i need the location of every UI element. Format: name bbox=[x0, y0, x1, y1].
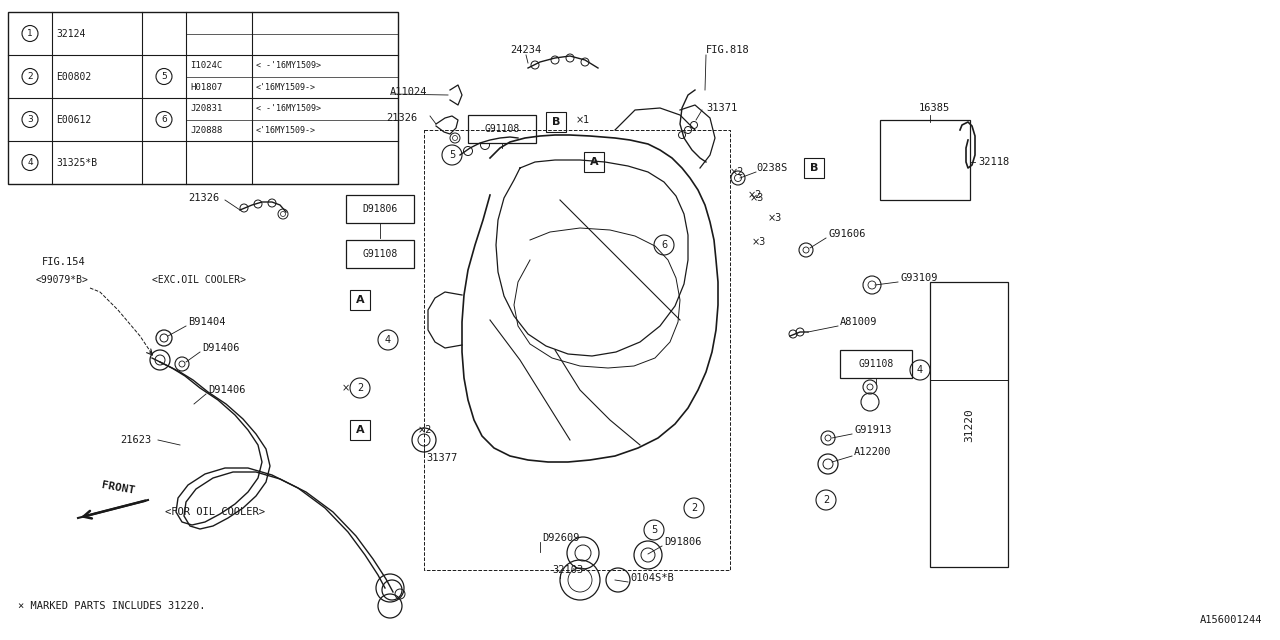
Text: 31371: 31371 bbox=[707, 103, 737, 113]
Text: FIG.818: FIG.818 bbox=[707, 45, 750, 55]
Text: 2: 2 bbox=[27, 72, 33, 81]
Text: D91806: D91806 bbox=[664, 537, 701, 547]
Text: E00612: E00612 bbox=[56, 115, 91, 125]
Text: 16385: 16385 bbox=[918, 103, 950, 113]
FancyBboxPatch shape bbox=[584, 152, 604, 172]
Text: 32124: 32124 bbox=[56, 29, 86, 38]
Text: B: B bbox=[810, 163, 818, 173]
Text: D91406: D91406 bbox=[209, 385, 246, 395]
Text: 4: 4 bbox=[385, 335, 392, 345]
Text: 4: 4 bbox=[916, 365, 923, 375]
Text: 5: 5 bbox=[650, 525, 657, 535]
Text: <FOR OIL COOLER>: <FOR OIL COOLER> bbox=[165, 507, 265, 517]
Text: G91108: G91108 bbox=[859, 359, 893, 369]
Text: 0104S*B: 0104S*B bbox=[630, 573, 673, 583]
Text: ×1: ×1 bbox=[576, 115, 590, 125]
FancyBboxPatch shape bbox=[8, 12, 398, 184]
Text: J20831: J20831 bbox=[189, 104, 223, 113]
Text: I1024C: I1024C bbox=[189, 61, 223, 70]
Text: A156001244: A156001244 bbox=[1199, 615, 1262, 625]
Text: 32103: 32103 bbox=[552, 565, 584, 575]
Text: 31220: 31220 bbox=[964, 408, 974, 442]
Text: D91406: D91406 bbox=[202, 343, 239, 353]
Text: 1: 1 bbox=[27, 29, 33, 38]
Text: A: A bbox=[356, 295, 365, 305]
Text: 32118: 32118 bbox=[978, 157, 1009, 167]
Text: ×: × bbox=[342, 383, 349, 393]
Text: A: A bbox=[356, 425, 365, 435]
Text: <'16MY1509->: <'16MY1509-> bbox=[256, 125, 316, 135]
FancyBboxPatch shape bbox=[804, 158, 824, 178]
Text: H01807: H01807 bbox=[189, 83, 223, 92]
Text: 21326: 21326 bbox=[188, 193, 219, 203]
Text: 4: 4 bbox=[27, 158, 33, 167]
Text: 5: 5 bbox=[449, 150, 456, 160]
Text: D92609: D92609 bbox=[541, 533, 580, 543]
Text: A81009: A81009 bbox=[840, 317, 878, 327]
Text: G91606: G91606 bbox=[828, 229, 865, 239]
FancyBboxPatch shape bbox=[840, 350, 913, 378]
Text: G93109: G93109 bbox=[900, 273, 937, 283]
Text: 2: 2 bbox=[357, 383, 364, 393]
Text: <'16MY1509->: <'16MY1509-> bbox=[256, 83, 316, 92]
FancyBboxPatch shape bbox=[346, 195, 413, 223]
Text: B: B bbox=[552, 117, 561, 127]
Text: < -'16MY1509>: < -'16MY1509> bbox=[256, 61, 321, 70]
Text: < -'16MY1509>: < -'16MY1509> bbox=[256, 104, 321, 113]
Text: E00802: E00802 bbox=[56, 72, 91, 81]
Text: G91913: G91913 bbox=[854, 425, 891, 435]
Text: 6: 6 bbox=[660, 240, 667, 250]
Text: A12200: A12200 bbox=[854, 447, 891, 457]
Text: 2: 2 bbox=[823, 495, 829, 505]
Text: ×2: ×2 bbox=[748, 190, 763, 200]
Text: 6: 6 bbox=[161, 115, 166, 124]
Text: 31325*B: 31325*B bbox=[56, 157, 97, 168]
Text: B91404: B91404 bbox=[188, 317, 225, 327]
Text: ×2: ×2 bbox=[730, 167, 745, 177]
Text: 3: 3 bbox=[27, 115, 33, 124]
Text: G91108: G91108 bbox=[484, 124, 520, 134]
FancyBboxPatch shape bbox=[547, 112, 566, 132]
Text: A11024: A11024 bbox=[390, 87, 428, 97]
Text: × MARKED PARTS INCLUDES 31220.: × MARKED PARTS INCLUDES 31220. bbox=[18, 601, 206, 611]
Text: ×3: ×3 bbox=[768, 213, 782, 223]
Text: <EXC.OIL COOLER>: <EXC.OIL COOLER> bbox=[152, 275, 246, 285]
Text: 5: 5 bbox=[161, 72, 166, 81]
Text: 21623: 21623 bbox=[120, 435, 151, 445]
Text: 2: 2 bbox=[691, 503, 698, 513]
Text: FRONT: FRONT bbox=[101, 480, 136, 496]
FancyBboxPatch shape bbox=[931, 282, 1009, 567]
Text: ×2: ×2 bbox=[419, 425, 433, 435]
Text: 31377: 31377 bbox=[426, 453, 457, 463]
Text: 24234: 24234 bbox=[511, 45, 541, 55]
FancyBboxPatch shape bbox=[468, 115, 536, 143]
Text: D91806: D91806 bbox=[362, 204, 398, 214]
FancyBboxPatch shape bbox=[349, 290, 370, 310]
FancyBboxPatch shape bbox=[346, 240, 413, 268]
Text: <99079*B>: <99079*B> bbox=[36, 275, 88, 285]
Text: 0238S: 0238S bbox=[756, 163, 787, 173]
FancyBboxPatch shape bbox=[881, 120, 970, 200]
Text: 21326: 21326 bbox=[387, 113, 417, 123]
Text: FIG.154: FIG.154 bbox=[42, 257, 86, 267]
FancyBboxPatch shape bbox=[349, 420, 370, 440]
Text: ×3: ×3 bbox=[750, 193, 764, 203]
Text: A: A bbox=[590, 157, 598, 167]
Text: J20888: J20888 bbox=[189, 125, 223, 135]
Text: ×3: ×3 bbox=[753, 237, 767, 247]
Text: G91108: G91108 bbox=[362, 249, 398, 259]
